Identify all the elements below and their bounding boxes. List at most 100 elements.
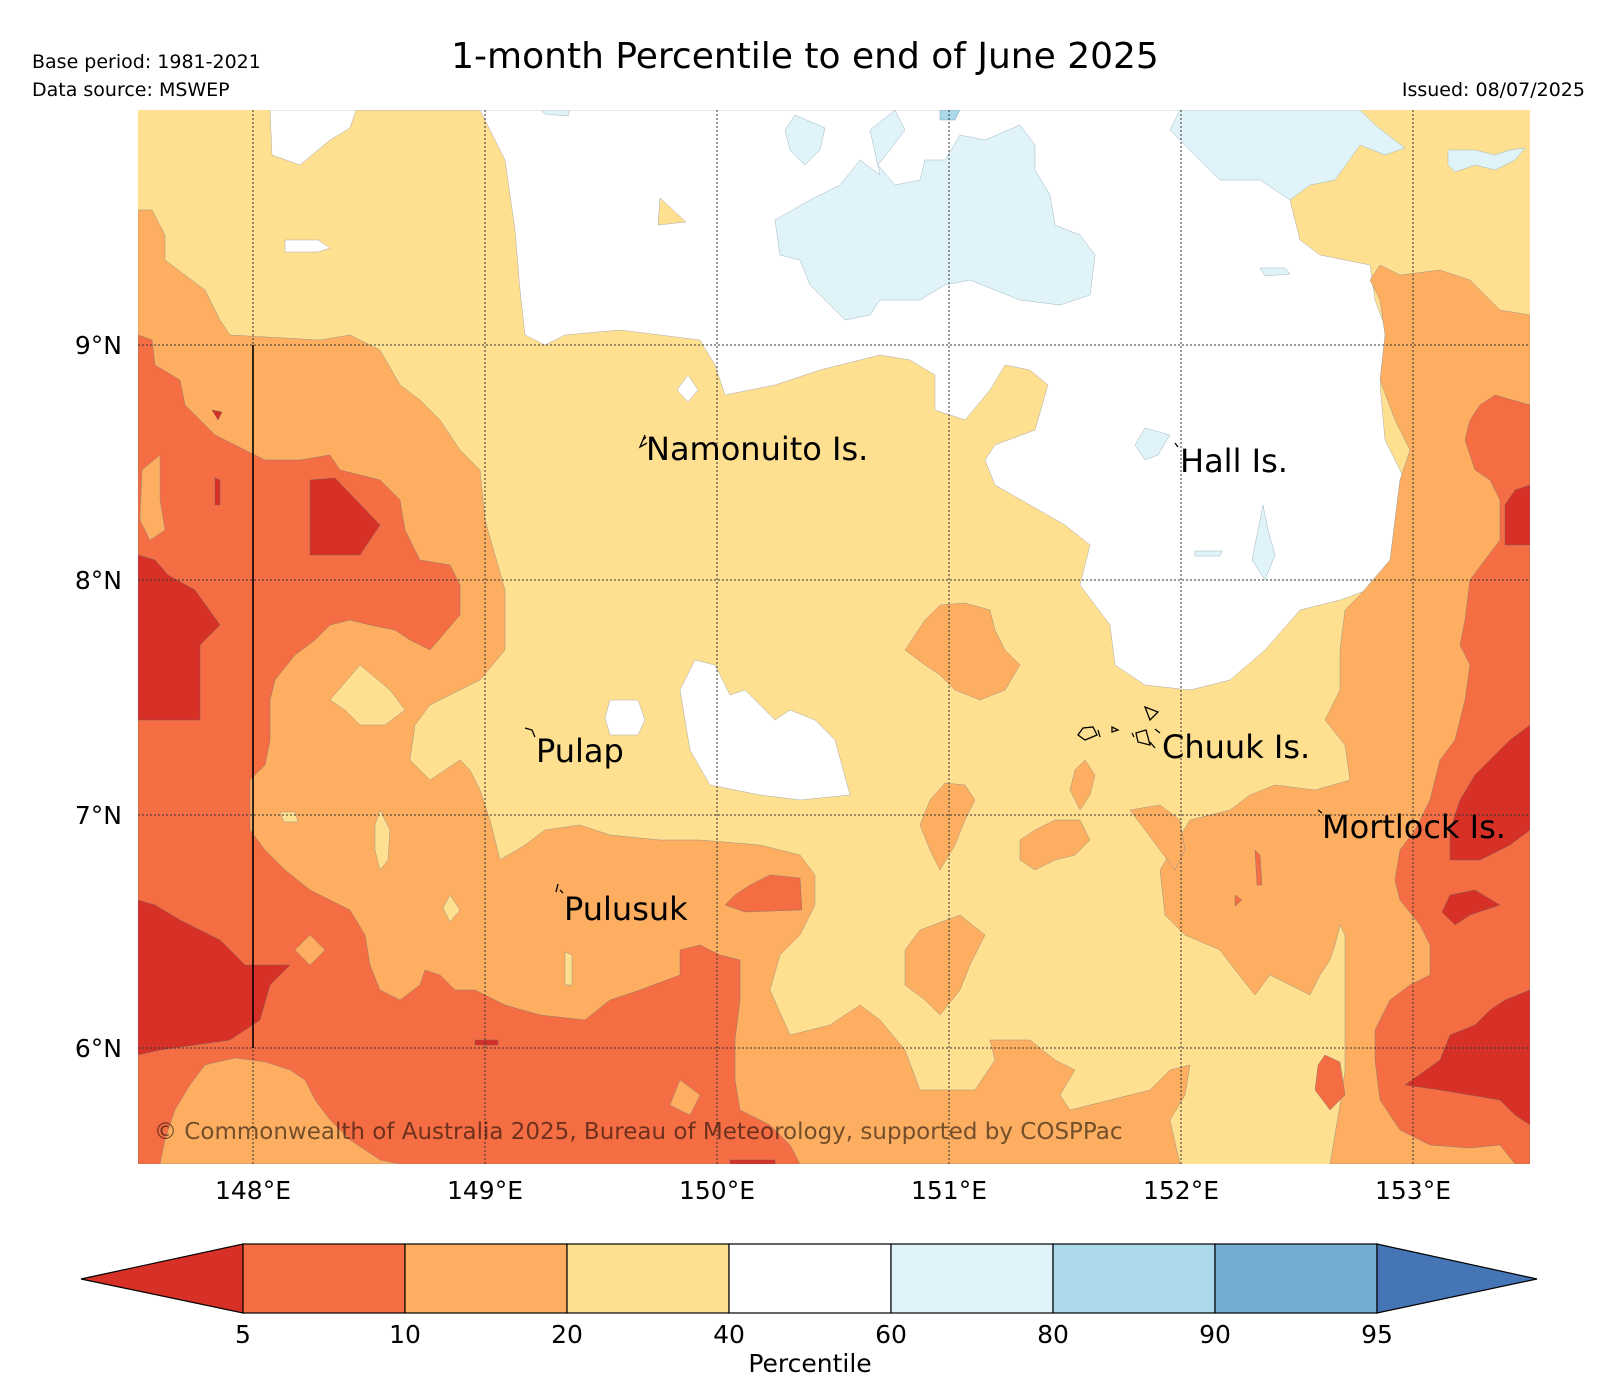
lon-label-150: 150°E (679, 1176, 755, 1205)
band-60-80-e (1259, 267, 1291, 277)
band-60-80-i (540, 110, 571, 117)
lon-label-153: 153°E (1375, 1176, 1451, 1205)
lat-label-8: 8°N (75, 566, 122, 595)
band-20-40-isle (657, 197, 687, 226)
colorbar-tick-60: 60 (875, 1320, 907, 1349)
band-20-40-w5 (279, 811, 299, 823)
band-5-10-c1 (724, 874, 803, 913)
band-lt5-east-1 (1504, 484, 1530, 546)
band-lt5-west-4 (214, 477, 221, 506)
band-20-40-w2 (374, 809, 391, 871)
band-10-20-c3 (1019, 819, 1091, 871)
colorbar-ticks: 5 10 20 40 60 80 90 95 (235, 1320, 1393, 1349)
band-60-80-d (1447, 147, 1526, 173)
band-60-80-f (1134, 427, 1171, 461)
label-namonuito: Namonuito Is. (646, 430, 868, 468)
lon-label-151: 151°E (911, 1176, 987, 1205)
map-area (138, 110, 1530, 1164)
colorbar-label: Percentile (748, 1349, 871, 1378)
lon-axis-labels: 148°E 149°E 150°E 151°E 152°E 153°E (215, 1176, 1451, 1205)
pulusuk-island-marker (555, 883, 564, 894)
band-5-10-e2 (1254, 849, 1263, 886)
pulap-island-marker (524, 727, 536, 738)
band-60-80-c (1169, 110, 1406, 201)
band-20-40-w1 (329, 664, 406, 726)
band-10-20-c6 (1129, 804, 1186, 871)
band-20-40-w4 (564, 951, 573, 986)
colorbar-60-80 (890, 1243, 1054, 1314)
base-period-text: Base period: 1981-2021 (32, 51, 261, 73)
band-10-20-w1 (139, 454, 166, 541)
band-lt5-east-4 (1404, 989, 1530, 1126)
band-10-20-c2 (919, 782, 976, 871)
band-40-60-speck (676, 374, 699, 403)
colorbar-extend-high (1376, 1243, 1538, 1314)
band-lt5-west-1 (138, 554, 221, 721)
colorbar-5-10 (242, 1243, 406, 1314)
colorbar-tick-95: 95 (1361, 1320, 1393, 1349)
chuuk-lagoon-marker (1077, 705, 1161, 749)
label-pulusuk: Pulusuk (564, 890, 688, 928)
colorbar-tick-80: 80 (1037, 1320, 1069, 1349)
band-5-10-east (1374, 394, 1530, 1164)
band-lt5-east-3 (1441, 889, 1501, 926)
band-10-20-w4 (669, 1079, 701, 1116)
label-pulap: Pulap (536, 732, 624, 770)
label-chuuk: Chuuk Is. (1162, 728, 1310, 766)
band-20-40-w3 (442, 894, 461, 923)
colorbar-tick-10: 10 (389, 1320, 421, 1349)
band-lt5-south (729, 1159, 776, 1164)
colorbar-extend-low (80, 1243, 244, 1314)
graticule (138, 110, 1530, 1164)
band-10-20-c5 (904, 914, 986, 1016)
namonuito-island-marker (638, 434, 648, 449)
lat-label-6: 6°N (75, 1034, 122, 1063)
band-60-80-h (1194, 550, 1223, 557)
colorbar-tick-20: 20 (551, 1320, 583, 1349)
band-10-20-west (138, 209, 1191, 1164)
band-lt5-west-2 (309, 477, 381, 556)
band-40-60-left (284, 239, 331, 253)
colorbar-40-60 (728, 1243, 892, 1314)
band-5-10-e4 (1234, 894, 1243, 907)
band-lt5-east-2 (1449, 724, 1530, 861)
band-10-20-w2 (159, 1057, 401, 1164)
mortlock-island-marker (1317, 809, 1323, 814)
place-labels: Namonuito Is. Hall Is. Pulap Chuuk Is. M… (536, 430, 1506, 928)
colorbar-tick-5: 5 (235, 1320, 251, 1349)
lon-label-152: 152°E (1143, 1176, 1219, 1205)
data-source-text: Data source: MSWEP (32, 79, 230, 101)
colorbar-tick-90: 90 (1199, 1320, 1231, 1349)
colorbar (80, 1243, 1538, 1314)
hall-island-marker (1174, 442, 1179, 448)
band-10-20-c1 (904, 602, 1021, 701)
issued-date-text: Issued: 08/07/2025 (1402, 79, 1585, 101)
island-outlines (524, 434, 1323, 894)
colorbar-20-40 (566, 1243, 730, 1314)
label-mortlock: Mortlock Is. (1322, 808, 1506, 846)
band-10-20-c4 (1069, 759, 1096, 811)
lon-label-148: 148°E (215, 1176, 291, 1205)
band-60-80-b (774, 110, 1096, 321)
band-5-10-e3 (1314, 1054, 1346, 1111)
map-title: 1-month Percentile to end of June 2025 (451, 36, 1159, 77)
lat-label-9: 9°N (75, 331, 122, 360)
colorbar-80-90 (1052, 1243, 1216, 1314)
lat-label-7: 7°N (75, 801, 122, 830)
label-hall: Hall Is. (1180, 442, 1288, 480)
copyright-text: © Commonwealth of Australia 2025, Bureau… (154, 1119, 1123, 1145)
band-40-60-small (604, 699, 646, 736)
band-40-60-north (269, 110, 1406, 691)
band-60-80-a (784, 114, 826, 166)
band-40-60-central (679, 659, 851, 801)
band-lt5-west-5 (211, 409, 223, 421)
colorbar-tick-40: 40 (713, 1320, 745, 1349)
band-10-20-w3 (294, 934, 326, 966)
lat-axis-labels: 9°N 8°N 7°N 6°N (75, 331, 122, 1063)
colorbar-90-95 (1214, 1243, 1378, 1314)
band-lt5-west-3 (138, 899, 291, 1056)
lon-label-149: 149°E (447, 1176, 523, 1205)
colorbar-10-20 (404, 1243, 568, 1314)
